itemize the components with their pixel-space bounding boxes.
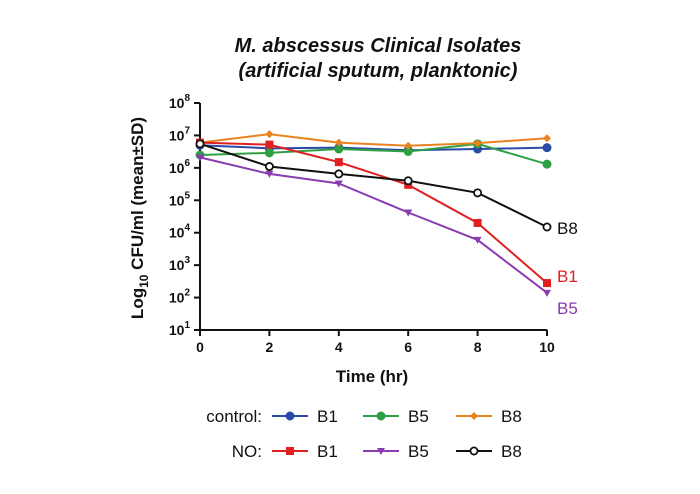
y-tick-label: 107 — [169, 125, 191, 143]
legend-group-label: NO: — [232, 442, 262, 461]
end-label-b8: B8 — [557, 219, 578, 238]
data-point — [265, 140, 274, 149]
data-point — [334, 169, 344, 179]
series-line — [199, 156, 548, 294]
data-point — [473, 188, 483, 198]
chart-subtitle: (artificial sputum, planktonic) — [239, 60, 518, 82]
legend-marker — [376, 411, 386, 421]
legend-label: B5 — [408, 407, 429, 426]
data-marks — [195, 130, 552, 297]
data-point — [334, 138, 343, 147]
y-axis-label-prefix: Log — [128, 288, 147, 319]
end-label-b5: B5 — [557, 299, 578, 318]
y-tick-label: 108 — [169, 93, 191, 111]
legend-label: B1 — [317, 407, 338, 426]
data-point — [473, 139, 482, 148]
y-axis-label: Log10 CFU/ml (mean±SD) — [128, 117, 151, 319]
data-point — [265, 130, 274, 139]
x-tick-label: 0 — [196, 339, 204, 355]
data-point — [334, 158, 343, 167]
data-point — [195, 139, 205, 149]
series-line — [199, 141, 548, 284]
data-point — [404, 141, 413, 150]
legend: control: NO: B1 B5 B8 B1 B5 B8 — [206, 407, 522, 461]
series-line — [199, 142, 548, 228]
data-point — [473, 218, 482, 227]
series-no-b5 — [196, 154, 551, 297]
data-point — [543, 279, 551, 288]
y-tick-label: 102 — [169, 288, 191, 306]
data-point — [404, 209, 413, 217]
data-point — [403, 176, 413, 186]
x-axis-label: Time (hr) — [336, 367, 408, 386]
end-label-b1: B1 — [557, 267, 578, 286]
series-line — [199, 142, 548, 166]
legend-group-label: control: — [206, 407, 262, 426]
y-axis-label-suffix: CFU/ml (mean±SD) — [128, 117, 147, 275]
legend-label: B8 — [501, 407, 522, 426]
legend-label: B1 — [317, 442, 338, 461]
legend-entry-control-b5: B5 — [363, 407, 429, 426]
x-tick-label: 4 — [335, 339, 343, 355]
data-point — [542, 159, 552, 169]
series-no-b8 — [195, 139, 552, 232]
series-line — [199, 133, 548, 147]
legend-entry-no-b8: B8 — [456, 442, 522, 461]
y-axis-label-subscript: 10 — [137, 274, 151, 288]
y-tick-label: 103 — [169, 255, 191, 273]
legend-entry-control-b8: B8 — [456, 407, 522, 426]
data-point — [264, 162, 274, 172]
data-point — [543, 134, 551, 143]
end-labels: B8 B1 B5 — [557, 219, 578, 318]
x-tick-label: 2 — [266, 339, 274, 355]
y-tick-label: 106 — [169, 158, 191, 176]
legend-marker — [285, 411, 295, 421]
chart-title: M. abscessus Clinical Isolates — [235, 35, 522, 57]
legend-marker — [469, 446, 479, 456]
data-point — [542, 222, 552, 232]
x-tick-label: 6 — [404, 339, 412, 355]
legend-label: B5 — [408, 442, 429, 461]
data-point — [543, 289, 551, 297]
y-tick-label: 105 — [169, 190, 191, 208]
data-point — [196, 154, 204, 162]
x-tick-label: 8 — [474, 339, 482, 355]
x-tick-label: 10 — [539, 339, 555, 355]
data-point — [473, 236, 482, 244]
legend-entry-no-b1: B1 — [272, 442, 338, 461]
axes: 0 2 4 6 8 10 101 102 103 104 105 106 107 108 — [169, 93, 555, 355]
legend-marker — [377, 448, 385, 455]
legend-marker — [286, 447, 294, 455]
data-point — [265, 170, 274, 178]
data-point — [264, 148, 274, 158]
y-tick-label: 104 — [169, 223, 191, 241]
data-point — [334, 180, 343, 188]
y-tick-label: 101 — [169, 320, 191, 338]
data-point — [542, 143, 552, 153]
series-line — [199, 144, 548, 152]
legend-label: B8 — [501, 442, 522, 461]
legend-marker — [470, 412, 478, 420]
legend-entry-no-b5: B5 — [363, 442, 429, 461]
legend-entry-control-b1: B1 — [272, 407, 338, 426]
